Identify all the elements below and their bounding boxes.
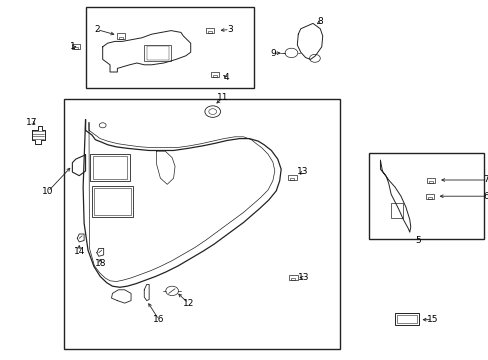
Text: 18: 18	[94, 259, 106, 268]
Bar	[144, 45, 171, 61]
Bar	[291, 278, 295, 280]
Bar	[90, 154, 129, 181]
Bar	[119, 36, 123, 39]
Bar	[72, 44, 80, 49]
Text: 10: 10	[42, 187, 54, 196]
Bar	[146, 46, 168, 60]
Bar	[92, 186, 133, 217]
Text: 7: 7	[483, 175, 488, 184]
Bar	[426, 194, 433, 199]
Bar	[94, 188, 131, 215]
Bar	[211, 72, 219, 77]
Bar	[213, 75, 217, 77]
Bar	[63, 99, 339, 349]
Text: 9: 9	[269, 49, 275, 58]
Text: 4: 4	[223, 73, 228, 82]
Bar	[368, 153, 483, 239]
Text: 15: 15	[426, 315, 438, 324]
Bar	[93, 156, 127, 179]
Text: 16: 16	[153, 315, 164, 324]
Text: 17: 17	[26, 118, 38, 127]
Bar	[290, 177, 294, 180]
Text: 2: 2	[94, 25, 100, 34]
Text: 12: 12	[182, 299, 194, 307]
Bar	[427, 197, 431, 199]
Bar	[85, 7, 254, 88]
Bar	[206, 28, 214, 33]
Bar	[288, 175, 296, 180]
Bar	[208, 31, 212, 33]
Text: 5: 5	[414, 235, 420, 245]
Text: 1: 1	[69, 42, 75, 51]
Bar	[396, 315, 416, 323]
Text: 14: 14	[73, 247, 85, 256]
Bar	[428, 181, 432, 183]
Bar	[390, 203, 403, 218]
Bar	[289, 275, 297, 280]
Bar	[394, 313, 418, 325]
Bar	[117, 33, 125, 39]
Text: 3: 3	[226, 25, 232, 34]
Text: 13: 13	[297, 167, 308, 176]
Text: 11: 11	[216, 94, 228, 102]
Bar	[427, 178, 434, 183]
Text: 6: 6	[483, 192, 488, 201]
Text: 8: 8	[317, 17, 323, 26]
Bar	[74, 47, 78, 49]
Text: 13: 13	[298, 274, 309, 282]
